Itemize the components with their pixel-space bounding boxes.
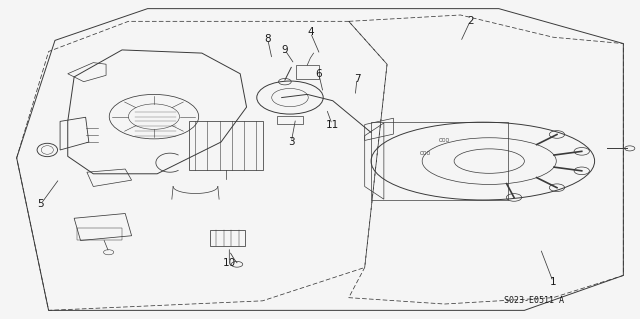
Text: S023-E0511 A: S023-E0511 A [504,296,564,305]
Text: 1: 1 [550,277,556,287]
Text: 10: 10 [223,258,236,268]
Text: 4: 4 [307,27,314,37]
Text: 8: 8 [264,34,271,44]
Text: 6: 6 [316,69,322,79]
Text: OOO: OOO [439,138,450,143]
Text: 11: 11 [326,120,339,130]
Text: 5: 5 [38,199,44,209]
Text: OOO: OOO [420,151,431,156]
Text: 9: 9 [282,45,288,55]
Text: 7: 7 [354,73,360,84]
Text: 3: 3 [288,137,294,147]
Text: 2: 2 [467,16,474,26]
